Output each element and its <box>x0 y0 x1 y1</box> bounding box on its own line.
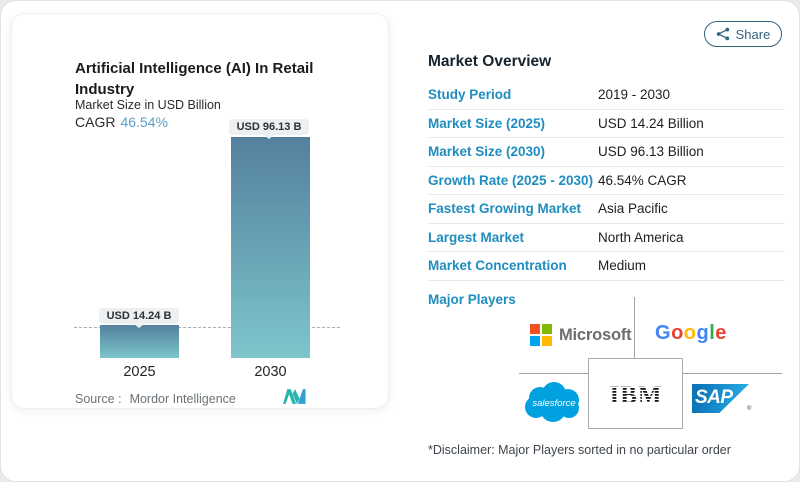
cagr-line: CAGR 46.54% <box>75 114 168 130</box>
x-tick-2025: 2025 <box>123 364 156 380</box>
svg-text:salesforce: salesforce <box>532 398 575 409</box>
players-grid-horizontal-divider-right <box>683 373 782 374</box>
cagr-label: CAGR <box>75 114 116 130</box>
x-tick-2030: 2030 <box>254 364 287 380</box>
table-row: Fastest Growing Market Asia Pacific <box>428 195 785 224</box>
table-row: Largest Market North America <box>428 224 785 252</box>
bar-2025[interactable] <box>100 325 179 358</box>
share-button[interactable]: Share <box>704 21 782 47</box>
google-logo: Google <box>655 322 727 344</box>
major-players-label: Major Players <box>428 292 516 307</box>
mordor-intelligence-logo-icon <box>283 389 306 404</box>
chart-card: Artificial Intelligence (AI) In Retail I… <box>11 13 389 409</box>
row-value: USD 96.13 Billion <box>598 144 704 160</box>
overview-heading: Market Overview <box>428 53 552 70</box>
cagr-value: 46.54% <box>120 114 168 130</box>
share-icon <box>716 27 729 41</box>
row-value: Medium <box>598 258 647 274</box>
source-value: Mordor Intelligence <box>129 392 236 406</box>
row-value: Asia Pacific <box>598 201 668 217</box>
players-grid-vertical-divider <box>634 297 635 358</box>
row-label: Market Size (2030) <box>428 144 546 160</box>
disclaimer-text: *Disclaimer: Major Players sorted in no … <box>428 443 731 457</box>
bar-label-2025: USD 14.24 B <box>99 308 179 324</box>
row-value: 46.54% CAGR <box>598 172 687 188</box>
row-value: North America <box>598 229 684 245</box>
salesforce-logo: salesforce <box>525 382 579 422</box>
reference-dashed-line <box>74 327 340 328</box>
chart-title: Artificial Intelligence (AI) In Retail I… <box>75 60 314 98</box>
table-row: Growth Rate (2025 - 2030) 46.54% CAGR <box>428 167 785 195</box>
row-value: 2019 - 2030 <box>598 87 671 103</box>
row-label: Growth Rate (2025 - 2030) <box>428 172 594 188</box>
sap-logo: SAP <box>692 384 749 413</box>
row-value: USD 14.24 Billion <box>598 115 704 131</box>
row-label: Market Size (2025) <box>428 115 546 131</box>
svg-text:IBM: IBM <box>609 382 662 406</box>
source-label: Source : <box>75 392 122 406</box>
overview-table: Study Period 2019 - 2030 Market Size (20… <box>428 81 785 281</box>
bar-2030[interactable] <box>231 137 310 358</box>
share-button-label: Share <box>735 26 771 42</box>
source-attribution: Source : Mordor Intelligence <box>75 392 236 406</box>
table-row: Market Size (2030) USD 96.13 Billion <box>428 138 785 167</box>
row-label: Largest Market <box>428 229 525 245</box>
ibm-logo-box: IBM <box>588 358 683 429</box>
bar-label-2030: USD 96.13 B <box>229 119 309 135</box>
row-label: Fastest Growing Market <box>428 201 582 217</box>
microsoft-wordmark: Microsoft <box>559 325 632 344</box>
table-row: Study Period 2019 - 2030 <box>428 81 785 110</box>
row-label: Study Period <box>428 87 512 103</box>
sap-registered-mark: ® <box>747 406 752 412</box>
microsoft-squares-icon <box>530 324 552 346</box>
table-row: Market Concentration Medium <box>428 252 785 281</box>
microsoft-logo: Microsoft <box>530 323 632 347</box>
chart-subtitle: Market Size in USD Billion <box>75 98 221 112</box>
table-row: Market Size (2025) USD 14.24 Billion <box>428 110 785 138</box>
players-grid-horizontal-divider-left <box>519 373 588 374</box>
row-label: Market Concentration <box>428 258 567 274</box>
ibm-logo: IBM <box>609 382 662 406</box>
